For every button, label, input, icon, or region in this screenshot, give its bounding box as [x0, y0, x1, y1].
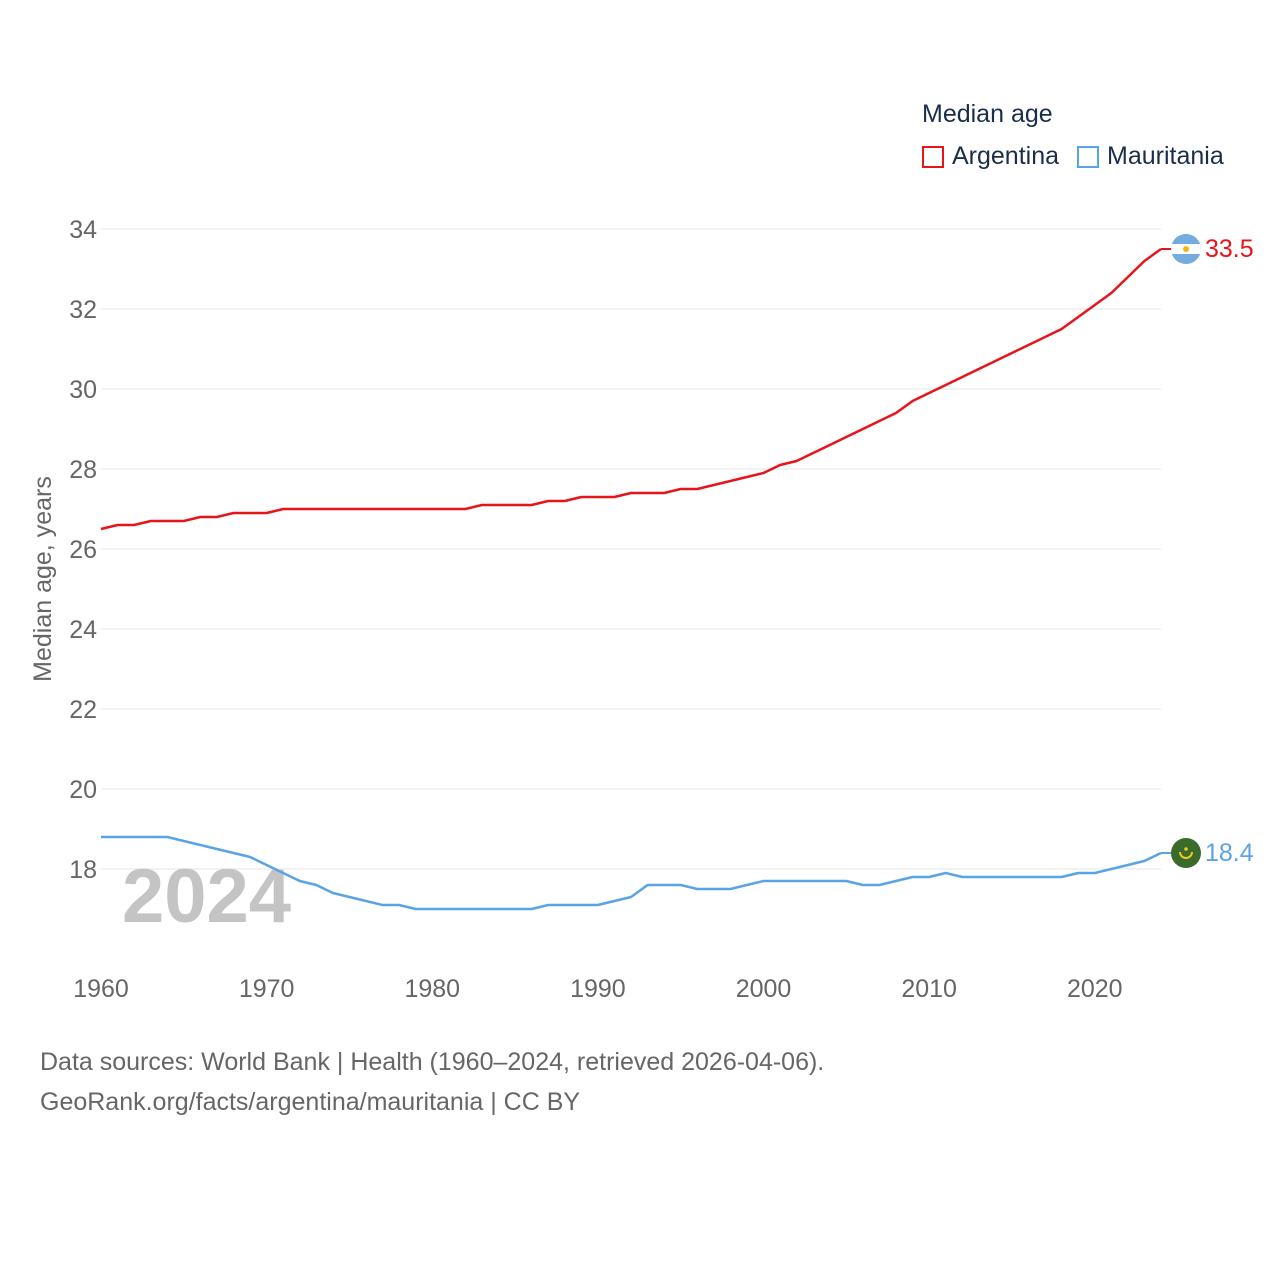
x-tick-label: 1980: [404, 975, 460, 1003]
legend-swatch-argentina: [922, 145, 944, 168]
legend-swatch-mauritania: [1077, 145, 1100, 168]
argentina-flag-icon: [1171, 234, 1201, 264]
argentina-flag-sun: [1183, 246, 1189, 252]
y-tick-label: 26: [69, 536, 97, 564]
x-tick-label: 2010: [901, 975, 957, 1003]
legend-item-mauritania[interactable]: Mauritania: [1077, 142, 1224, 171]
legend: Argentina Mauritania: [922, 142, 1242, 171]
mauritania-flag-icon: [1171, 838, 1201, 868]
legend-label-mauritania: Mauritania: [1107, 142, 1224, 170]
y-axis-label: Median age, years: [29, 476, 57, 682]
series-line-argentina: [100, 247, 1162, 531]
y-tick-label: 24: [69, 616, 97, 644]
y-tick-label: 18: [69, 856, 97, 884]
x-tick-label: 2020: [1067, 975, 1123, 1003]
mauritania-flag-star: [1184, 847, 1188, 851]
year-watermark: 2024: [122, 854, 291, 939]
y-tick-label: 22: [69, 696, 97, 724]
y-tick-label: 20: [69, 776, 97, 804]
x-tick-label: 1960: [73, 975, 129, 1003]
argentina-flag-body: [1171, 234, 1201, 264]
y-tick-label: 28: [69, 456, 97, 484]
x-tick-label: 2000: [736, 975, 792, 1003]
mauritania-flag-crescent: [1179, 851, 1193, 859]
source-note: Data sources: World Bank | Health (1960–…: [40, 1042, 824, 1122]
source-line-1: Data sources: World Bank | Health (1960–…: [40, 1048, 825, 1076]
y-tick-label: 32: [69, 296, 97, 324]
end-value-label-argentina: 33.5: [1205, 235, 1254, 263]
y-tick-label: 30: [69, 376, 97, 404]
mauritania-flag-body: [1171, 838, 1201, 868]
series-line-mauritania: [101, 835, 1162, 911]
end-value-label-mauritania: 18.4: [1205, 839, 1254, 867]
legend-title: Median age: [922, 100, 1053, 128]
source-line-2[interactable]: GeoRank.org/facts/argentina/mauritania |…: [40, 1088, 581, 1116]
median-age-chart: 18 20 22 24 26 28 30 32 34 1960 1970 1980 1990 2000 20…: [29, 216, 1254, 1003]
legend-item-argentina[interactable]: Argentina: [922, 142, 1059, 171]
y-tick-label: 34: [69, 216, 97, 244]
x-tick-label: 1990: [570, 975, 626, 1003]
x-tick-label: 1970: [239, 975, 295, 1003]
legend-label-argentina: Argentina: [952, 142, 1060, 170]
